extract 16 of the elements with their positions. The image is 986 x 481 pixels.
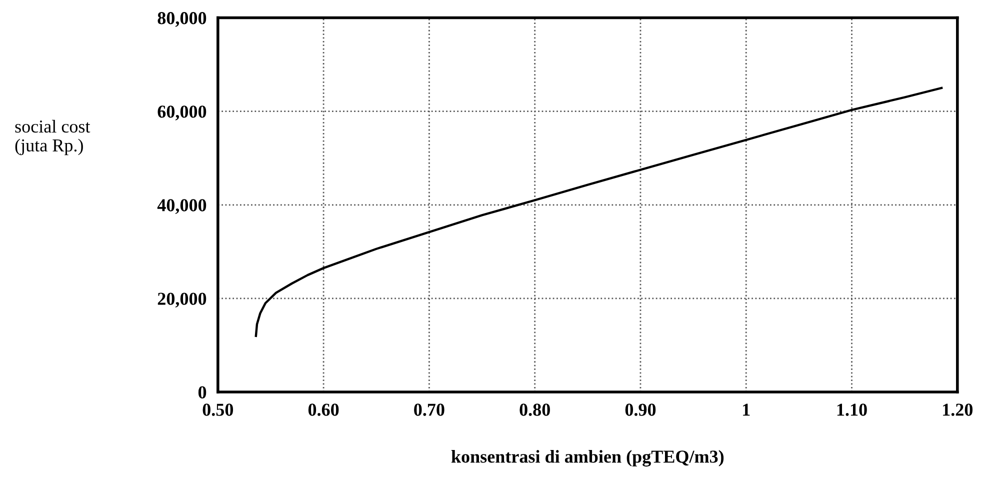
y-axis-title: social cost (juta Rp.) <box>15 120 90 156</box>
x-tick-label: 0.60 <box>308 404 339 416</box>
x-tick-label: 1.10 <box>837 404 867 416</box>
x-tick-label: 0.50 <box>202 404 234 416</box>
x-tick-label: 0.70 <box>414 404 444 416</box>
y-tick-label: 0 <box>198 386 206 398</box>
x-tick-label: 0.80 <box>520 404 550 416</box>
y-tick-label: 20,000 <box>158 292 206 308</box>
x-axis-title: konsentrasi di ambien (pgTEQ/m3) <box>451 450 724 467</box>
x-tick-label: 0.90 <box>625 404 656 416</box>
y-tick-label: 40,000 <box>157 199 206 214</box>
x-tick-label: 1.20 <box>943 404 973 416</box>
y-tick-label: 60,000 <box>158 106 206 120</box>
x-tick-label: 1 <box>743 404 750 416</box>
line-series <box>254 86 943 337</box>
y-tick-label: 80,000 <box>158 12 206 27</box>
